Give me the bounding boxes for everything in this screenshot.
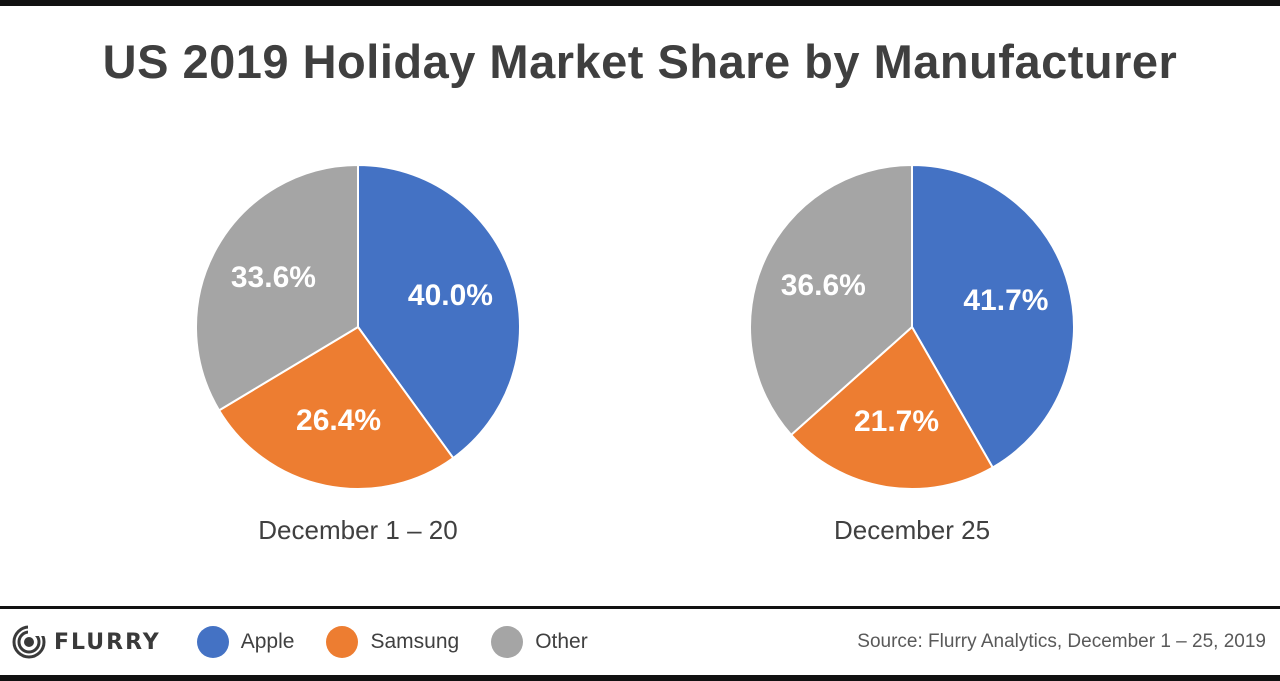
pie-slice-samsung-1: [217, 325, 455, 490]
legend-label-samsung: Samsung: [370, 630, 460, 653]
flurry-logo-text: FLURRY: [54, 629, 161, 655]
pie-slice-other-2: [749, 163, 913, 437]
chart-caption-2: December 25: [834, 515, 990, 545]
legend-item-samsung: Samsung: [326, 626, 459, 658]
chart-caption-1: December 1 – 20: [258, 515, 457, 545]
pie-slice-other-1: [195, 163, 359, 412]
pie-slice-samsung-2: [789, 325, 995, 490]
legend-swatch-samsung: [326, 626, 359, 658]
data-label-samsung-1: 26.4%: [296, 404, 381, 437]
bottom-rule: [0, 675, 1280, 681]
legend: Apple Samsung Other: [196, 626, 620, 658]
data-label-other-2: 36.6%: [781, 269, 866, 302]
legend-item-other: Other: [491, 626, 588, 658]
legend-label-apple: Apple: [240, 630, 295, 653]
data-label-apple-2: 41.7%: [963, 284, 1048, 317]
legend-item-apple: Apple: [196, 626, 295, 658]
data-label-samsung-2: 21.7%: [854, 405, 939, 438]
legend-swatch-apple: [196, 626, 229, 658]
flurry-logo-icon: [12, 625, 46, 659]
data-label-apple-1: 40.0%: [408, 279, 493, 312]
legend-swatch-other: [491, 626, 524, 658]
footer-rule: [0, 606, 1280, 609]
top-rule: [0, 0, 1280, 6]
pie-charts: 40.0% 26.4% 33.6% December 1 – 20 41.7% 21.7%…: [195, 163, 1075, 545]
footer: FLURRY Apple Samsung Other Source: Flurr…: [0, 609, 1280, 675]
flurry-logo: FLURRY: [12, 625, 161, 659]
pie-slice-apple-1: [357, 163, 521, 460]
data-label-other-1: 33.6%: [231, 261, 316, 294]
legend-label-other: Other: [535, 630, 588, 653]
pie-slice-apple-2: [911, 163, 1075, 469]
source-note: Source: Flurry Analytics, December 1 – 2…: [857, 631, 1266, 652]
chart-title: US 2019 Holiday Market Share by Manufact…: [102, 35, 1178, 88]
